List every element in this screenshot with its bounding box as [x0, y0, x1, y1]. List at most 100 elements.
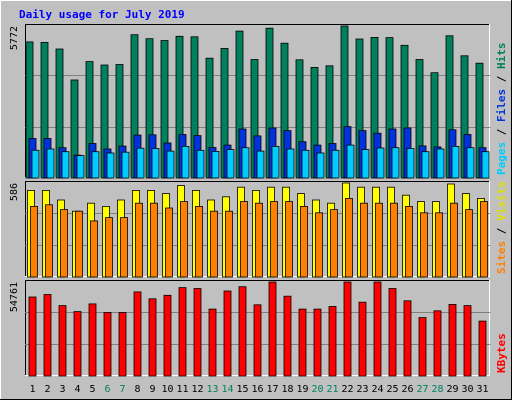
bar-sites-day-30: [465, 209, 473, 278]
bar-kbytes-day-18: [283, 295, 292, 377]
bar-kbytes-day-19: [298, 308, 307, 377]
bar-kbytes-day-5: [88, 303, 97, 377]
panel-hits: 5772 Pages / Files / Hits: [9, 24, 508, 179]
bar-kbytes-day-28: [433, 310, 442, 377]
bar-sites-day-11: [180, 201, 188, 278]
bar-pages-day-6: [106, 152, 115, 179]
chart-panels: 5772 Pages / Files / Hits 586 Sites / Visit…: [9, 24, 508, 377]
bar-kbytes-day-20: [313, 308, 322, 377]
bar-sites-day-31: [480, 201, 488, 278]
bar-sites-day-23: [360, 202, 368, 278]
bar-pages-day-20: [316, 152, 325, 179]
bar-kbytes-day-24: [373, 281, 382, 377]
bar-sites-day-14: [225, 210, 233, 278]
bar-sites-day-7: [120, 217, 128, 278]
panel-kbytes-legend-part: KBytes: [495, 333, 508, 373]
bar-kbytes-day-25: [388, 288, 397, 377]
bar-pages-day-8: [136, 147, 145, 179]
bar-kbytes-day-14: [223, 290, 232, 377]
bar-kbytes-day-29: [448, 303, 457, 377]
panel-visits-legend-part: /: [495, 221, 508, 241]
bar-sites-day-26: [405, 205, 413, 278]
x-tick-label-day-4: 4: [74, 384, 80, 395]
bar-kbytes-day-11: [178, 287, 187, 377]
panel-visits: 586 Sites / Visits: [9, 181, 508, 278]
chart-title: Daily usage for July 2019: [19, 8, 185, 21]
panel-visits-legend-part: Sites: [495, 241, 508, 274]
bar-kbytes-day-17: [268, 281, 277, 377]
bar-pages-day-27: [421, 151, 430, 179]
bar-pages-day-19: [301, 149, 310, 179]
bar-pages-day-13: [211, 150, 220, 179]
x-tick-label-day-28: 28: [431, 384, 443, 395]
x-tick-label-day-3: 3: [59, 384, 65, 395]
bar-pages-day-31: [481, 151, 490, 179]
x-tick-label-day-19: 19: [296, 384, 308, 395]
bar-pages-day-5: [91, 151, 100, 179]
panel-hits-legend-part: Files: [495, 89, 508, 122]
bar-kbytes-day-10: [163, 294, 172, 377]
bar-sites-day-5: [90, 220, 98, 278]
x-axis-labels: 1 2 3 4 5 6 7 8 9 10 11 12 13 14 15 16 17 18 19 20 21 22 23 24 2…: [29, 384, 488, 395]
x-tick-label-day-10: 10: [161, 384, 173, 395]
x-tick-label-day-27: 27: [416, 384, 428, 395]
x-tick-label-day-5: 5: [89, 384, 95, 395]
bar-sites-day-22: [345, 197, 353, 278]
panel-hits-legend-part: Hits: [495, 43, 508, 70]
x-tick-label-day-21: 21: [326, 384, 338, 395]
bar-pages-day-25: [391, 147, 400, 179]
bar-pages-day-30: [466, 147, 475, 179]
bar-kbytes-day-21: [328, 306, 337, 377]
bar-pages-day-24: [376, 147, 385, 179]
bar-pages-day-12: [196, 149, 205, 179]
bar-kbytes-day-7: [118, 312, 127, 377]
panel-kbytes-legend: KBytes: [495, 333, 508, 373]
bar-kbytes-day-26: [403, 300, 412, 377]
x-tick-label-day-13: 13: [206, 384, 218, 395]
x-tick-label-day-11: 11: [176, 384, 188, 395]
bar-kbytes-day-30: [463, 305, 472, 377]
bar-pages-day-15: [241, 147, 250, 179]
bar-pages-day-17: [271, 145, 280, 179]
x-tick-label-day-24: 24: [371, 384, 383, 395]
bar-sites-day-4: [75, 210, 83, 278]
x-tick-label-day-7: 7: [119, 384, 125, 395]
panel-kbytes-ymax-label: 54761: [9, 282, 20, 312]
bar-sites-day-29: [450, 202, 458, 278]
x-tick-label-day-30: 30: [461, 384, 473, 395]
x-tick-label-day-15: 15: [236, 384, 248, 395]
x-tick-label-day-29: 29: [446, 384, 458, 395]
bar-sites-day-3: [60, 209, 68, 278]
bar-kbytes-day-15: [238, 286, 247, 377]
bar-kbytes-day-31: [478, 320, 487, 377]
panel-kbytes: 54761 KBytes: [9, 280, 508, 377]
x-tick-label-day-2: 2: [44, 384, 50, 395]
bar-kbytes-day-23: [358, 301, 367, 377]
x-tick-label-day-17: 17: [266, 384, 278, 395]
bar-kbytes-day-12: [193, 288, 202, 377]
bar-pages-day-11: [181, 145, 190, 179]
bar-sites-day-13: [210, 210, 218, 278]
x-tick-label-day-18: 18: [281, 384, 293, 395]
x-tick-label-day-31: 31: [476, 384, 488, 395]
panel-hits-legend-part: Pages: [495, 142, 508, 175]
panel-hits-legend: Pages / Files / Hits: [495, 43, 508, 176]
bar-kbytes-day-8: [133, 291, 142, 377]
bar-sites-day-2: [45, 204, 53, 278]
bar-pages-day-10: [166, 150, 175, 179]
bar-sites-day-27: [420, 212, 428, 278]
x-tick-label-day-22: 22: [341, 384, 353, 395]
bar-sites-day-17: [270, 201, 278, 278]
bar-kbytes-day-1: [28, 296, 37, 377]
bar-kbytes-day-4: [73, 311, 82, 377]
bar-pages-day-28: [436, 148, 445, 179]
x-tick-label-day-8: 8: [134, 384, 140, 395]
bar-pages-day-21: [331, 149, 340, 179]
panel-visits-legend: Sites / Visits: [495, 181, 508, 274]
bar-sites-day-8: [135, 202, 143, 278]
panel-visits-legend-part: Visits: [495, 181, 508, 221]
panel-hits-ymax-label: 5772: [9, 26, 20, 50]
bar-sites-day-16: [255, 202, 263, 278]
bar-kbytes-day-2: [43, 294, 52, 377]
x-tick-label-day-9: 9: [149, 384, 155, 395]
